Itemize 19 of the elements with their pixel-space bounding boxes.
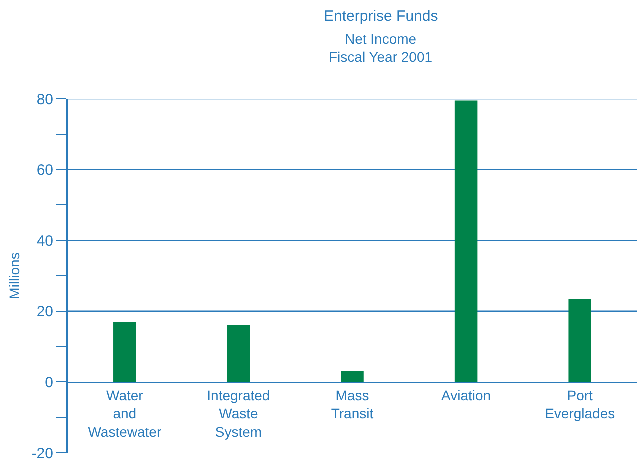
- x-tick-label: Water and Wastewater: [88, 388, 162, 440]
- y-axis-title: Millions: [6, 252, 23, 300]
- y-tick-label: 80: [36, 91, 54, 108]
- bar: [341, 371, 364, 382]
- y-tick-label: 40: [36, 232, 54, 250]
- x-tick-label: Aviation: [442, 388, 492, 404]
- x-tick-label: Mass Transit: [331, 388, 374, 422]
- chart-subtitle: Net Income Fiscal Year 2001: [329, 31, 433, 66]
- y-tick-label: 0: [45, 374, 54, 392]
- bar: [568, 299, 592, 382]
- x-tick-label: Integrated Waste System: [207, 388, 270, 440]
- y-tick-label: 20: [36, 304, 54, 321]
- x-tick-label: Port Everglades: [545, 388, 616, 422]
- y-tick-label: -20: [32, 445, 54, 462]
- y-tick-label: 60: [36, 162, 54, 180]
- bar: [227, 325, 250, 382]
- bar: [454, 100, 478, 382]
- chart-title: Enterprise Funds: [324, 8, 438, 25]
- bar: [114, 322, 136, 382]
